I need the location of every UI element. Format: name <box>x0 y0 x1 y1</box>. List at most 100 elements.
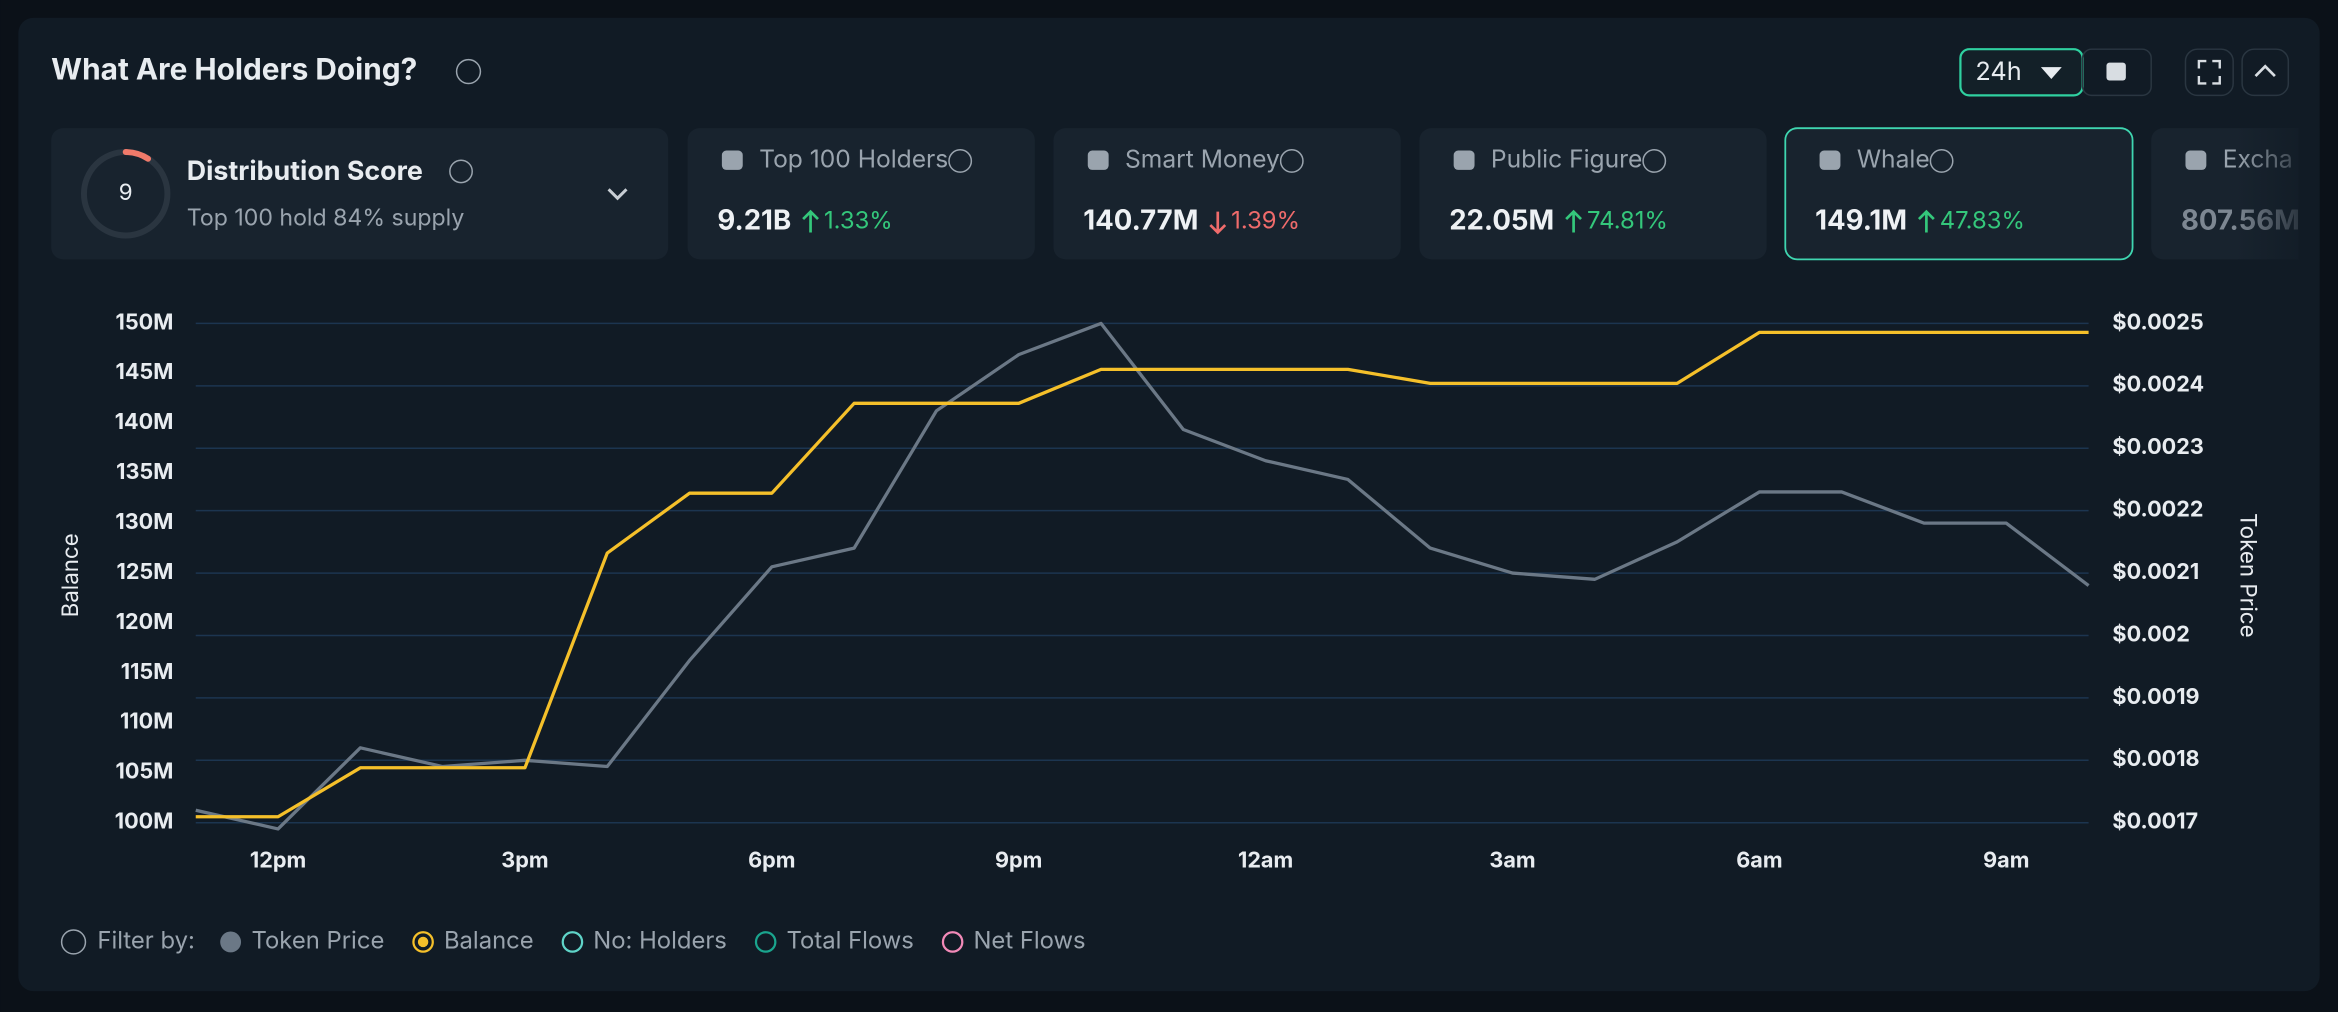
card-change: 1.39% <box>1231 206 1300 235</box>
y2-tick-label: $0.0023 <box>2112 434 2203 460</box>
x-tick-label: 9pm <box>995 847 1042 873</box>
x-tick-label: 12am <box>1238 847 1293 873</box>
y-axis-label: Balance <box>57 533 84 617</box>
y-tick-label: 150M <box>116 309 174 335</box>
title: What Are Holders Doing? <box>51 52 417 88</box>
y-tick-label: 115M <box>121 659 174 685</box>
info-icon <box>455 58 482 85</box>
x-tick-label: 12pm <box>250 847 306 873</box>
series-line <box>195 330 2089 819</box>
y-tick-label: 135M <box>116 459 173 485</box>
y2-tick-label: $0.002 <box>2112 621 2189 647</box>
x-tick-label: 6pm <box>748 847 795 873</box>
card-icon <box>1819 150 1841 170</box>
distribution-title: Distribution Score <box>187 155 423 187</box>
y-tick-label: 125M <box>117 559 174 585</box>
filter-option-label[interactable]: Balance <box>444 925 534 954</box>
change-arrow <box>1917 209 1935 233</box>
info-icon <box>60 929 87 955</box>
change-arrow <box>1565 209 1582 233</box>
y-tick-label: 105M <box>116 759 174 785</box>
card-box[interactable] <box>1784 127 2134 261</box>
dropdown-caret <box>2040 67 2062 79</box>
calendar-button[interactable] <box>2081 48 2152 97</box>
distribution-subtitle: Top 100 hold 84% supply <box>187 203 465 231</box>
info-icon <box>1279 149 1304 173</box>
filter-option[interactable]: Balance <box>412 925 534 954</box>
filter-dot[interactable] <box>561 931 584 953</box>
range-button[interactable]: 24h <box>1959 48 2084 97</box>
change-arrow <box>1209 211 1227 235</box>
filter-option-label[interactable]: No: Holders <box>593 925 727 954</box>
filter-option[interactable]: Token Price <box>220 925 384 954</box>
card-value: 149.1M <box>1815 203 1907 237</box>
metric-card[interactable]: Public Figure 22.05M 74.81% <box>1419 128 1767 260</box>
metric-card[interactable]: Smart Money 140.77M 1.39% <box>1053 128 1401 260</box>
filter-option[interactable]: No: Holders <box>561 925 727 954</box>
y2-tick-label: $0.0024 <box>2112 372 2204 398</box>
filter-option-label[interactable]: Token Price <box>251 925 384 954</box>
collapse-box[interactable] <box>2241 48 2290 97</box>
card-icon <box>1453 150 1475 170</box>
collapse-button[interactable] <box>2241 48 2290 97</box>
card-change: 74.81% <box>1587 206 1668 235</box>
series-line <box>195 321 2090 831</box>
y-tick-label: 140M <box>115 409 174 435</box>
y2-axis-label: Token Price <box>2234 513 2261 638</box>
card-box[interactable] <box>1419 128 1767 260</box>
x-tick-label: 3pm <box>501 847 548 873</box>
score-arc <box>122 149 152 162</box>
x-tick-label: 3am <box>1489 847 1535 873</box>
calendar-icon <box>2106 62 2126 81</box>
filter-dot[interactable] <box>412 931 434 953</box>
x-tick-label: 6am <box>1736 847 1782 873</box>
y-tick-label: 100M <box>115 809 174 835</box>
y2-tick-label: $0.0021 <box>2112 559 2199 585</box>
x-tick-label: 9am <box>1983 847 2029 873</box>
y2-tick-label: $0.0025 <box>2112 309 2203 335</box>
overflow-fade <box>2236 128 2320 263</box>
info-icon <box>948 149 973 173</box>
filter-option-label[interactable]: Net Flows <box>973 925 1085 954</box>
card-value: 22.05M <box>1449 203 1554 237</box>
card-value: 140.77M <box>1083 203 1198 237</box>
card-box[interactable] <box>1053 128 1401 260</box>
info-icon <box>1929 149 1954 173</box>
filter-dot-center <box>417 936 429 948</box>
filter-option[interactable]: Net Flows <box>941 925 1086 954</box>
card-change: 1.33% <box>824 206 893 235</box>
change-arrow <box>802 209 819 233</box>
info-icon <box>449 159 473 184</box>
metric-card[interactable]: Whale 149.1M 47.83% <box>1784 127 2134 261</box>
score: 9 <box>119 179 133 206</box>
fullscreen-button[interactable] <box>2184 48 2234 97</box>
calendar-box[interactable] <box>2081 48 2152 97</box>
card-label: Top 100 Holders <box>759 144 948 174</box>
y2-tick-label: $0.0022 <box>2112 497 2203 523</box>
filter-dot[interactable] <box>941 931 964 953</box>
filter-dot[interactable] <box>220 931 242 953</box>
card-change: 47.83% <box>1940 206 2025 235</box>
card-value: 9.21B <box>717 203 791 237</box>
card-box[interactable] <box>51 128 669 260</box>
card-icon <box>1087 150 1109 170</box>
card-box[interactable] <box>687 128 1035 260</box>
filter-option-label[interactable]: Total Flows <box>787 925 914 954</box>
filter-option[interactable]: Total Flows <box>754 925 914 954</box>
y-tick-label: 110M <box>120 709 173 735</box>
card-label: Whale <box>1857 144 1930 174</box>
y2-tick-label: $0.0018 <box>2112 746 2199 772</box>
metric-card[interactable]: Top 100 Holders 9.21B 1.33% <box>687 128 1035 260</box>
range-label[interactable]: 24h <box>1975 56 2021 87</box>
filter-label: Filter by: <box>97 925 194 954</box>
distribution-card[interactable]: 9 Distribution Score Top 100 hold 84% su… <box>51 128 669 260</box>
filter-dot[interactable] <box>754 931 777 953</box>
fullscreen-box[interactable] <box>2184 48 2234 97</box>
y-tick-label: 120M <box>116 609 174 635</box>
fullscreen-icon <box>2197 59 2221 85</box>
card-icon <box>2185 150 2207 170</box>
y2-tick-label: $0.0019 <box>2112 684 2199 710</box>
panel <box>18 17 2320 992</box>
card-label: Public Figure <box>1491 144 1642 174</box>
